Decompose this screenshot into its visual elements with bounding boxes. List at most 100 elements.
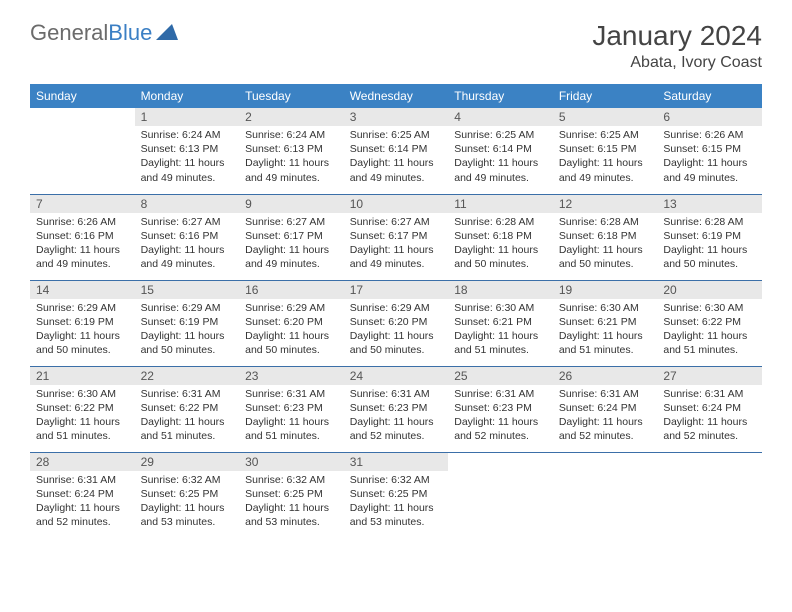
sunrise-line: Sunrise: 6:26 AM (36, 215, 129, 229)
sunset-line: Sunset: 6:19 PM (663, 229, 756, 243)
day-number: 23 (239, 367, 344, 385)
day-details: Sunrise: 6:27 AMSunset: 6:16 PMDaylight:… (135, 213, 240, 276)
calendar-day-cell: 1Sunrise: 6:24 AMSunset: 6:13 PMDaylight… (135, 108, 240, 194)
daylight-line: Daylight: 11 hours and 51 minutes. (559, 329, 652, 357)
day-details: Sunrise: 6:29 AMSunset: 6:20 PMDaylight:… (344, 299, 449, 362)
day-number: 8 (135, 195, 240, 213)
day-details: Sunrise: 6:25 AMSunset: 6:14 PMDaylight:… (344, 126, 449, 189)
sunrise-line: Sunrise: 6:31 AM (663, 387, 756, 401)
calendar-day-cell: 19Sunrise: 6:30 AMSunset: 6:21 PMDayligh… (553, 280, 658, 366)
day-number: 14 (30, 281, 135, 299)
calendar-day-cell: 8Sunrise: 6:27 AMSunset: 6:16 PMDaylight… (135, 194, 240, 280)
sunset-line: Sunset: 6:21 PM (559, 315, 652, 329)
sunrise-line: Sunrise: 6:27 AM (350, 215, 443, 229)
calendar-day-cell: 26Sunrise: 6:31 AMSunset: 6:24 PMDayligh… (553, 366, 658, 452)
day-number: 21 (30, 367, 135, 385)
day-details: Sunrise: 6:29 AMSunset: 6:19 PMDaylight:… (30, 299, 135, 362)
daylight-line: Daylight: 11 hours and 49 minutes. (141, 243, 234, 271)
day-header: Tuesday (239, 84, 344, 108)
calendar-header-row: SundayMondayTuesdayWednesdayThursdayFrid… (30, 84, 762, 108)
day-number: 6 (657, 108, 762, 126)
calendar-week-row: 21Sunrise: 6:30 AMSunset: 6:22 PMDayligh… (30, 366, 762, 452)
day-details: Sunrise: 6:26 AMSunset: 6:15 PMDaylight:… (657, 126, 762, 189)
day-number: 18 (448, 281, 553, 299)
day-number: 22 (135, 367, 240, 385)
day-number: 16 (239, 281, 344, 299)
daylight-line: Daylight: 11 hours and 52 minutes. (36, 501, 129, 529)
calendar-day-cell: 9Sunrise: 6:27 AMSunset: 6:17 PMDaylight… (239, 194, 344, 280)
sunrise-line: Sunrise: 6:31 AM (36, 473, 129, 487)
calendar-day-cell (657, 452, 762, 538)
calendar-day-cell: 12Sunrise: 6:28 AMSunset: 6:18 PMDayligh… (553, 194, 658, 280)
day-details: Sunrise: 6:31 AMSunset: 6:24 PMDaylight:… (553, 385, 658, 448)
calendar-day-cell: 18Sunrise: 6:30 AMSunset: 6:21 PMDayligh… (448, 280, 553, 366)
sunrise-line: Sunrise: 6:29 AM (350, 301, 443, 315)
sunrise-line: Sunrise: 6:30 AM (663, 301, 756, 315)
daylight-line: Daylight: 11 hours and 52 minutes. (350, 415, 443, 443)
calendar-day-cell: 17Sunrise: 6:29 AMSunset: 6:20 PMDayligh… (344, 280, 449, 366)
sunrise-line: Sunrise: 6:32 AM (141, 473, 234, 487)
sunrise-line: Sunrise: 6:28 AM (454, 215, 547, 229)
daylight-line: Daylight: 11 hours and 50 minutes. (663, 243, 756, 271)
sunrise-line: Sunrise: 6:31 AM (350, 387, 443, 401)
sunset-line: Sunset: 6:25 PM (245, 487, 338, 501)
sunrise-line: Sunrise: 6:29 AM (36, 301, 129, 315)
sunset-line: Sunset: 6:21 PM (454, 315, 547, 329)
daylight-line: Daylight: 11 hours and 49 minutes. (245, 156, 338, 184)
day-header: Thursday (448, 84, 553, 108)
calendar-day-cell (448, 452, 553, 538)
sunrise-line: Sunrise: 6:25 AM (559, 128, 652, 142)
daylight-line: Daylight: 11 hours and 50 minutes. (141, 329, 234, 357)
day-header: Saturday (657, 84, 762, 108)
day-details: Sunrise: 6:25 AMSunset: 6:14 PMDaylight:… (448, 126, 553, 189)
sunset-line: Sunset: 6:20 PM (350, 315, 443, 329)
calendar-week-row: 1Sunrise: 6:24 AMSunset: 6:13 PMDaylight… (30, 108, 762, 194)
sunrise-line: Sunrise: 6:28 AM (663, 215, 756, 229)
sunset-line: Sunset: 6:14 PM (454, 142, 547, 156)
day-number: 3 (344, 108, 449, 126)
calendar-day-cell: 6Sunrise: 6:26 AMSunset: 6:15 PMDaylight… (657, 108, 762, 194)
daylight-line: Daylight: 11 hours and 49 minutes. (454, 156, 547, 184)
calendar-week-row: 7Sunrise: 6:26 AMSunset: 6:16 PMDaylight… (30, 194, 762, 280)
day-number: 4 (448, 108, 553, 126)
sunset-line: Sunset: 6:24 PM (36, 487, 129, 501)
day-number: 30 (239, 453, 344, 471)
sunset-line: Sunset: 6:23 PM (245, 401, 338, 415)
day-number: 26 (553, 367, 658, 385)
logo-triangle-icon (156, 20, 178, 46)
sunrise-line: Sunrise: 6:30 AM (36, 387, 129, 401)
day-number: 9 (239, 195, 344, 213)
calendar-day-cell: 14Sunrise: 6:29 AMSunset: 6:19 PMDayligh… (30, 280, 135, 366)
sunset-line: Sunset: 6:17 PM (245, 229, 338, 243)
sunset-line: Sunset: 6:16 PM (36, 229, 129, 243)
day-number: 15 (135, 281, 240, 299)
calendar-day-cell: 31Sunrise: 6:32 AMSunset: 6:25 PMDayligh… (344, 452, 449, 538)
sunset-line: Sunset: 6:15 PM (663, 142, 756, 156)
sunrise-line: Sunrise: 6:30 AM (559, 301, 652, 315)
sunrise-line: Sunrise: 6:29 AM (141, 301, 234, 315)
day-details: Sunrise: 6:31 AMSunset: 6:24 PMDaylight:… (657, 385, 762, 448)
calendar-day-cell: 28 Sunrise: 6:31 AMSunset: 6:24 PMDayligh… (30, 452, 135, 538)
day-number: 12 (553, 195, 658, 213)
sunrise-line: Sunrise: 6:32 AM (245, 473, 338, 487)
daylight-line: Daylight: 11 hours and 52 minutes. (663, 415, 756, 443)
sunset-line: Sunset: 6:16 PM (141, 229, 234, 243)
daylight-line: Daylight: 11 hours and 49 minutes. (36, 243, 129, 271)
daylight-line: Daylight: 11 hours and 51 minutes. (454, 329, 547, 357)
day-details: Sunrise: 6:30 AMSunset: 6:22 PMDaylight:… (657, 299, 762, 362)
daylight-line: Daylight: 11 hours and 49 minutes. (350, 156, 443, 184)
day-number: 13 (657, 195, 762, 213)
day-number: 25 (448, 367, 553, 385)
day-number: 28 (30, 453, 135, 471)
sunrise-line: Sunrise: 6:29 AM (245, 301, 338, 315)
daylight-line: Daylight: 11 hours and 52 minutes. (454, 415, 547, 443)
calendar-day-cell: 2Sunrise: 6:24 AMSunset: 6:13 PMDaylight… (239, 108, 344, 194)
sunrise-line: Sunrise: 6:25 AM (454, 128, 547, 142)
day-header: Sunday (30, 84, 135, 108)
day-details: Sunrise: 6:31 AMSunset: 6:22 PMDaylight:… (135, 385, 240, 448)
calendar-week-row: 14Sunrise: 6:29 AMSunset: 6:19 PMDayligh… (30, 280, 762, 366)
day-details: Sunrise: 6:28 AMSunset: 6:18 PMDaylight:… (448, 213, 553, 276)
daylight-line: Daylight: 11 hours and 49 minutes. (245, 243, 338, 271)
day-details: Sunrise: 6:32 AMSunset: 6:25 PMDaylight:… (135, 471, 240, 534)
sunset-line: Sunset: 6:24 PM (663, 401, 756, 415)
